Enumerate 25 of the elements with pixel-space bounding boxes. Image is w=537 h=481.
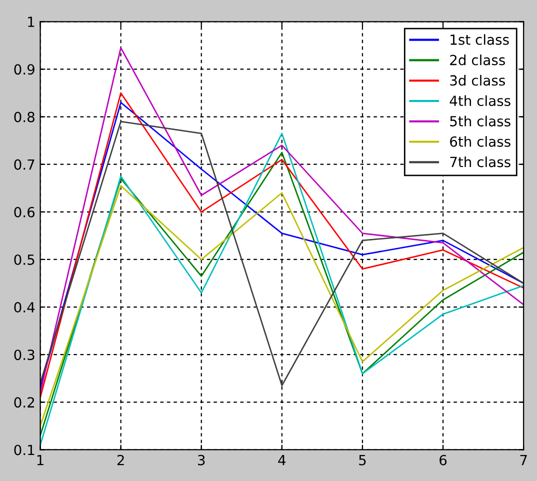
x-tick-label: 5 bbox=[359, 455, 366, 466]
x-tick-label: 1 bbox=[37, 455, 44, 466]
y-tick-label: 0.9 bbox=[14, 64, 34, 75]
y-tick-label: 0.1 bbox=[14, 444, 34, 456]
x-tick-label: 4 bbox=[278, 455, 286, 466]
x-tick-label: 6 bbox=[440, 454, 447, 466]
y-tick-label: 0.6 bbox=[14, 206, 35, 218]
legend-label: 7th class bbox=[450, 156, 510, 168]
y-tick-label: 0.4 bbox=[14, 302, 35, 313]
y-tick-label: 0.7 bbox=[14, 159, 34, 170]
x-tick-label: 3 bbox=[198, 454, 205, 466]
legend-label: 4th class bbox=[450, 95, 510, 106]
line-series bbox=[40, 185, 524, 427]
y-tick-label: 0.3 bbox=[14, 350, 34, 360]
legend-label: 3d class bbox=[450, 74, 505, 86]
x-tick-label: 7 bbox=[520, 455, 527, 466]
legend-label: 2d class bbox=[450, 54, 505, 66]
legend-label: 6th class bbox=[450, 136, 510, 147]
y-tick-label: 0.2 bbox=[14, 397, 34, 408]
y-tick-label: 0.8 bbox=[14, 112, 34, 122]
legend-label: 1st class bbox=[450, 34, 509, 45]
legend-label: 5th class bbox=[450, 116, 510, 126]
y-tick-label: 1 bbox=[28, 16, 34, 27]
x-tick-label: 2 bbox=[117, 454, 124, 466]
y-tick-label: 0.5 bbox=[14, 254, 34, 265]
